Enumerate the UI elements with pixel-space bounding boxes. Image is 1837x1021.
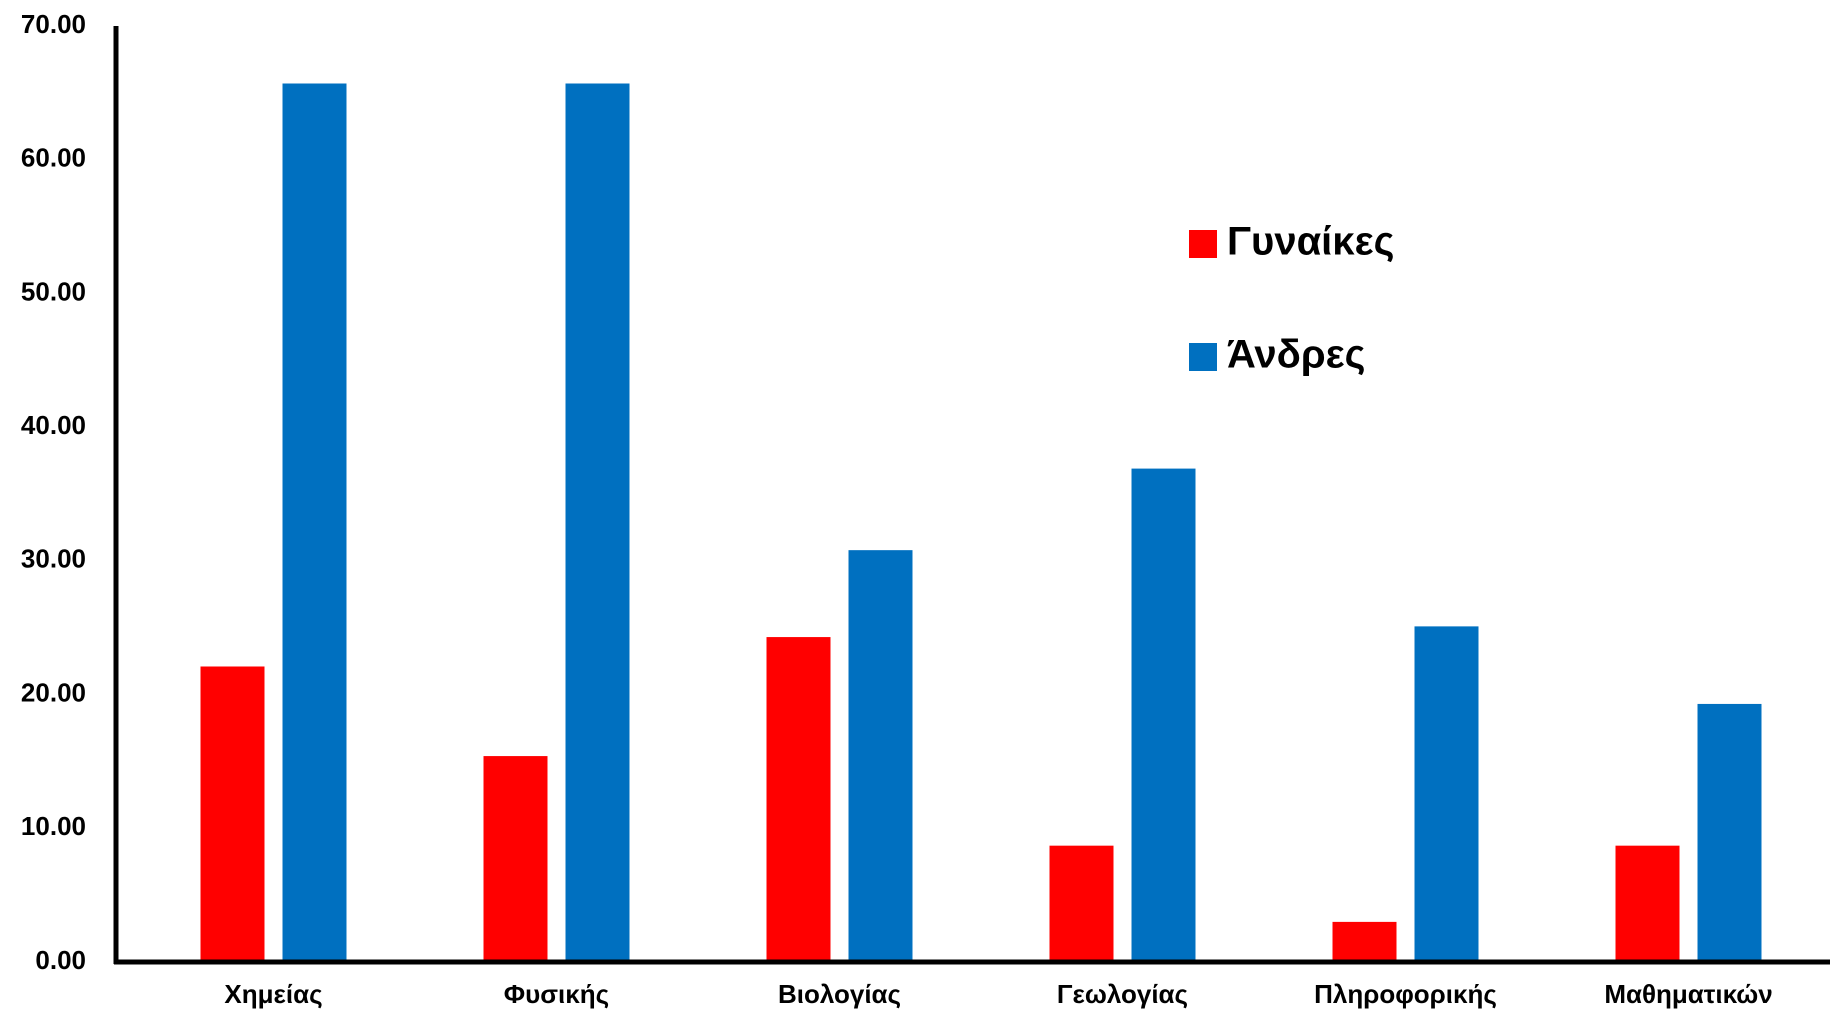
y-tick-label: 50.00 [21, 276, 86, 306]
x-tick-label: Χημείας [224, 979, 322, 1009]
legend-swatch-άνδρες [1189, 343, 1217, 371]
axes [113, 26, 1830, 965]
bar-άνδρες-μαθηματικών [1697, 703, 1762, 962]
y-axis-ticks: 0.00 10.00 20.00 30.00 40.00 50.00 60.00 70.00 [21, 9, 86, 975]
y-tick-label: 60.00 [21, 143, 86, 173]
bar-γυναίκες-γεωλογίας [1049, 845, 1114, 962]
bar-γυναίκες-χημείας [200, 666, 265, 962]
bar-γυναίκες-πληροφορικής [1332, 921, 1397, 962]
bar-άνδρες-φυσικής [565, 83, 630, 963]
x-tick-label: Βιολογίας [778, 979, 901, 1009]
y-tick-label: 70.00 [21, 9, 86, 39]
x-tick-label: Μαθηματικών [1604, 979, 1772, 1009]
x-tick-label: Γεωλογίας [1057, 979, 1188, 1009]
bar-γυναίκες-φυσικής [483, 756, 548, 962]
x-tick-label: Πληροφορικής [1314, 979, 1497, 1009]
bar-άνδρες-γεωλογίας [1131, 468, 1196, 962]
y-tick-label: 0.00 [35, 945, 86, 975]
bar-γυναίκες-βιολογίας [766, 637, 831, 962]
y-tick-label: 20.00 [21, 677, 86, 707]
legend: Γυναίκες Άνδρες [1189, 220, 1394, 377]
bar-άνδρες-πληροφορικής [1414, 626, 1479, 962]
y-tick-label: 10.00 [21, 811, 86, 841]
bars [200, 83, 1762, 963]
x-axis-labels: Χημείας Φυσικής Βιολογίας Γεωλογίας Πληροφορ… [224, 979, 1772, 1009]
bar-γυναίκες-μαθηματικών [1615, 845, 1680, 962]
y-tick-label: 40.00 [21, 410, 86, 440]
x-tick-label: Φυσικής [504, 979, 609, 1009]
legend-label-άνδρες: Άνδρες [1227, 333, 1365, 377]
legend-label-γυναίκες: Γυναίκες [1227, 220, 1394, 264]
legend-swatch-γυναίκες [1189, 230, 1217, 258]
bar-άνδρες-χημείας [282, 83, 347, 963]
y-tick-label: 30.00 [21, 544, 86, 574]
bar-άνδρες-βιολογίας [848, 550, 913, 962]
